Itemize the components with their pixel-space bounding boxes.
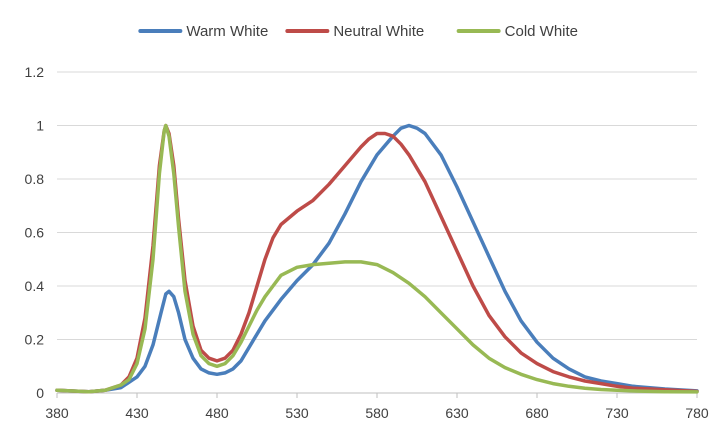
gridlines [57, 71, 697, 340]
x-tick-label: 380 [45, 405, 69, 421]
x-tick-label: 480 [205, 405, 229, 421]
legend-label: Neutral White [333, 23, 424, 40]
y-tick-label: 0.4 [25, 278, 45, 294]
series-line-warm-white [55, 123, 699, 394]
series-lines [55, 123, 699, 394]
x-tick-label: 680 [525, 405, 549, 421]
y-tick-label: 1 [36, 118, 44, 134]
x-tick-label: 730 [605, 405, 629, 421]
legend: Warm White Neutral White Cold White [138, 23, 578, 40]
x-tick-label: 580 [365, 405, 389, 421]
x-tick-label: 630 [445, 405, 469, 421]
series-line-cold-white [55, 123, 699, 394]
y-tick-label: 0.2 [25, 332, 45, 348]
legend-label: Cold White [505, 23, 578, 40]
x-axis [56, 392, 698, 398]
x-tick-labels: 380 430 480 530 580 630 680 730 780 [45, 405, 709, 421]
y-tick-label: 1.2 [25, 64, 45, 80]
y-tick-labels: 0 0.2 0.4 0.6 0.8 1 1.2 [25, 64, 45, 401]
legend-label: Warm White [186, 23, 268, 40]
y-tick-label: 0.6 [25, 225, 45, 241]
x-tick-label: 430 [125, 405, 149, 421]
x-tick-label: 780 [685, 405, 709, 421]
x-tick-label: 530 [285, 405, 309, 421]
y-tick-label: 0.8 [25, 171, 45, 187]
y-tick-label: 0 [36, 385, 44, 401]
